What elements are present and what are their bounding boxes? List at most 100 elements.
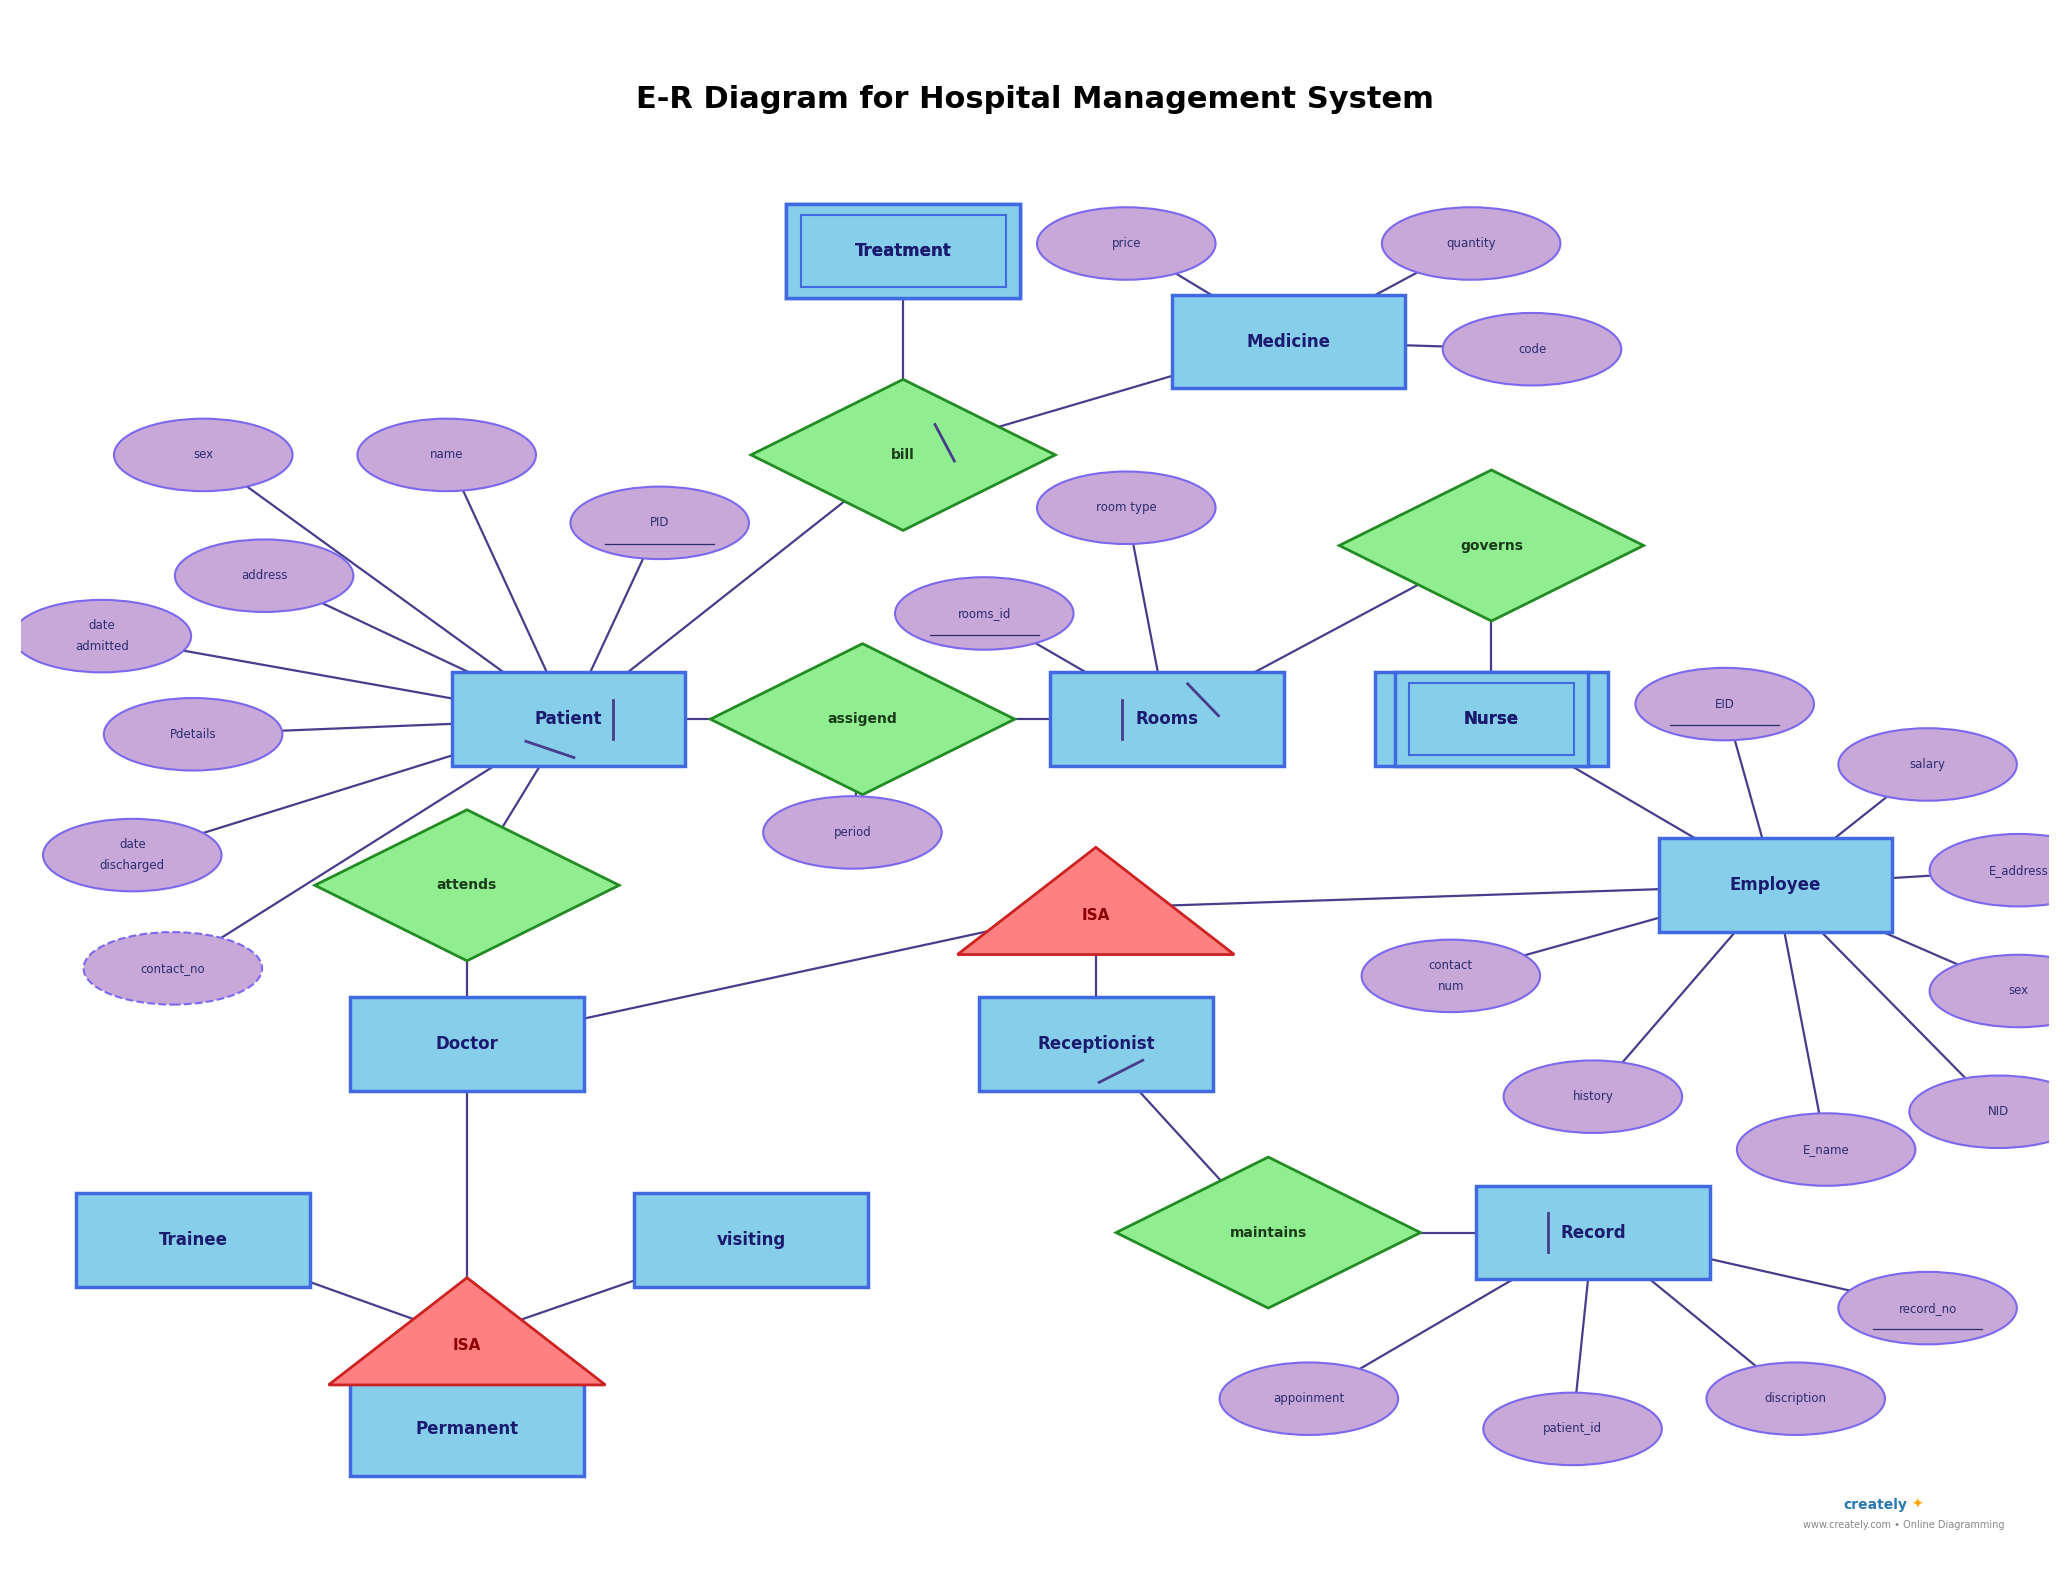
- FancyBboxPatch shape: [1172, 294, 1406, 389]
- Text: patient_id: patient_id: [1542, 1422, 1602, 1436]
- Text: governs: governs: [1459, 538, 1524, 552]
- Ellipse shape: [1219, 1362, 1397, 1435]
- Ellipse shape: [1929, 955, 2070, 1027]
- Text: name: name: [431, 448, 464, 461]
- Text: Record: Record: [1561, 1224, 1625, 1241]
- Ellipse shape: [83, 933, 263, 1005]
- FancyBboxPatch shape: [1476, 1186, 1710, 1279]
- Text: Medicine: Medicine: [1246, 332, 1331, 351]
- Text: Patient: Patient: [534, 709, 602, 728]
- Text: Pdetails: Pdetails: [170, 728, 217, 741]
- Ellipse shape: [1443, 313, 1621, 385]
- Text: NID: NID: [1987, 1106, 2010, 1118]
- FancyBboxPatch shape: [350, 997, 584, 1090]
- Text: Treatment: Treatment: [855, 242, 952, 260]
- FancyBboxPatch shape: [787, 204, 1021, 297]
- FancyBboxPatch shape: [350, 1383, 584, 1475]
- Text: num: num: [1437, 980, 1463, 993]
- Text: Nurse: Nurse: [1463, 709, 1519, 728]
- Ellipse shape: [1362, 939, 1540, 1011]
- Ellipse shape: [12, 599, 190, 672]
- Ellipse shape: [114, 418, 292, 491]
- Ellipse shape: [764, 796, 942, 868]
- Text: E_name: E_name: [1803, 1144, 1849, 1156]
- FancyBboxPatch shape: [787, 204, 1021, 297]
- Text: quantity: quantity: [1447, 238, 1497, 250]
- Ellipse shape: [1484, 1392, 1662, 1464]
- Text: Rooms: Rooms: [1134, 709, 1199, 728]
- Text: maintains: maintains: [1230, 1225, 1306, 1240]
- Text: Receptionist: Receptionist: [1037, 1035, 1155, 1052]
- Ellipse shape: [1737, 1114, 1915, 1186]
- Text: date: date: [118, 838, 145, 851]
- Text: period: period: [834, 826, 871, 838]
- Ellipse shape: [1037, 472, 1215, 544]
- Ellipse shape: [104, 698, 282, 771]
- Text: ISA: ISA: [1083, 908, 1110, 923]
- FancyBboxPatch shape: [1049, 672, 1283, 766]
- Text: Treatment: Treatment: [855, 242, 952, 260]
- FancyBboxPatch shape: [1658, 838, 1892, 933]
- Text: assigend: assigend: [828, 713, 898, 727]
- Ellipse shape: [1838, 1273, 2016, 1345]
- Ellipse shape: [1838, 728, 2016, 801]
- FancyBboxPatch shape: [451, 672, 685, 766]
- FancyBboxPatch shape: [1395, 672, 1588, 766]
- Text: Permanent: Permanent: [416, 1420, 520, 1438]
- Ellipse shape: [174, 540, 354, 612]
- Text: admitted: admitted: [75, 640, 128, 653]
- Text: discription: discription: [1766, 1392, 1826, 1405]
- Text: www.creately.com • Online Diagramming: www.creately.com • Online Diagramming: [1803, 1520, 2004, 1531]
- Text: appoinment: appoinment: [1273, 1392, 1346, 1405]
- FancyBboxPatch shape: [1374, 672, 1608, 766]
- Polygon shape: [751, 379, 1056, 530]
- Text: attends: attends: [437, 878, 497, 892]
- Text: E_address: E_address: [1989, 864, 2049, 876]
- Text: sex: sex: [193, 448, 213, 461]
- Text: creately: creately: [1844, 1497, 1906, 1512]
- Text: salary: salary: [1911, 758, 1946, 771]
- Ellipse shape: [1037, 208, 1215, 280]
- Ellipse shape: [1929, 834, 2070, 906]
- Text: rooms_id: rooms_id: [958, 607, 1010, 620]
- Ellipse shape: [43, 820, 221, 892]
- Text: date: date: [89, 620, 116, 632]
- Text: bill: bill: [892, 448, 915, 462]
- FancyBboxPatch shape: [633, 1194, 867, 1287]
- Polygon shape: [710, 643, 1014, 794]
- Text: Nurse: Nurse: [1463, 709, 1519, 728]
- Text: address: address: [240, 569, 288, 582]
- Ellipse shape: [894, 577, 1074, 650]
- Ellipse shape: [1503, 1060, 1683, 1133]
- Text: contact_no: contact_no: [141, 961, 205, 975]
- FancyBboxPatch shape: [77, 1194, 310, 1287]
- Polygon shape: [958, 848, 1234, 955]
- Text: ✦: ✦: [1911, 1497, 1923, 1512]
- FancyBboxPatch shape: [979, 997, 1213, 1090]
- Text: ISA: ISA: [453, 1339, 480, 1353]
- Text: record_no: record_no: [1898, 1301, 1956, 1315]
- Text: code: code: [1517, 343, 1546, 355]
- Text: Employee: Employee: [1731, 876, 1822, 895]
- Text: sex: sex: [2008, 985, 2029, 997]
- Text: visiting: visiting: [716, 1232, 787, 1249]
- Text: contact: contact: [1428, 960, 1474, 972]
- Text: E-R Diagram for Hospital Management System: E-R Diagram for Hospital Management Syst…: [635, 85, 1435, 113]
- Ellipse shape: [358, 418, 536, 491]
- Polygon shape: [329, 1277, 604, 1384]
- Text: Trainee: Trainee: [159, 1232, 228, 1249]
- Polygon shape: [1116, 1158, 1420, 1309]
- Text: room type: room type: [1095, 502, 1157, 514]
- Polygon shape: [1339, 470, 1644, 621]
- Polygon shape: [315, 810, 619, 961]
- Text: price: price: [1112, 238, 1141, 250]
- Text: EID: EID: [1714, 697, 1735, 711]
- Ellipse shape: [1383, 208, 1561, 280]
- Ellipse shape: [1635, 669, 1813, 741]
- Text: discharged: discharged: [99, 859, 166, 871]
- Text: Doctor: Doctor: [435, 1035, 499, 1052]
- Text: history: history: [1573, 1090, 1613, 1103]
- Ellipse shape: [571, 486, 749, 558]
- Ellipse shape: [1909, 1076, 2070, 1148]
- Ellipse shape: [1706, 1362, 1886, 1435]
